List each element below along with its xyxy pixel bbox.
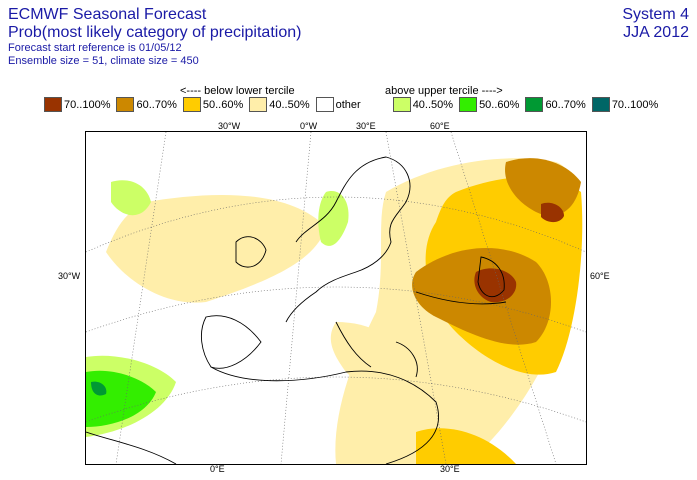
lon-label-30e: 30°E [356,121,376,131]
header-right: System 4 JJA 2012 [622,6,689,42]
above-tercile-note: above upper tercile ----> [385,85,503,97]
map-svg [86,132,586,464]
legend-swatch [591,97,610,112]
legend-item: 40..50% [249,97,310,112]
legend-swatch [116,97,135,112]
legend-label: 60..70% [545,98,586,111]
legend-swatch [315,97,334,112]
lon-label-bottom-30e: 30°E [440,464,460,474]
legend-item: 70..100% [44,97,110,112]
lon-label-bottom-0e: 0°E [210,464,225,474]
legend-item: 50..60% [182,97,244,112]
legend-label: 50..60% [202,98,244,111]
legend-label: 40..50% [412,98,454,111]
map-title: ECMWF Seasonal Forecast [8,6,207,23]
region-above-40-50-scand [318,191,349,246]
legend-swatch [459,97,478,112]
region-below-60-70-north [505,158,581,216]
map-subtitle: Prob(most likely category of precipitati… [8,24,302,41]
header: ECMWF Seasonal Forecast Prob(most likely… [8,6,301,68]
lon-label-0w: 0°W [300,121,318,131]
legend-item: 50..60% [459,97,519,112]
legend-item: 70..100% [591,97,659,112]
legend-swatch [525,97,544,112]
legend-label: 40..50% [269,98,310,111]
region-above-60-70-sw [91,381,107,396]
season-label: JJA 2012 [623,24,689,41]
below-tercile-note: <---- below lower tercile [180,85,295,97]
graticule [86,132,586,464]
region-below-40-50-med [330,322,426,393]
lon-label-60e: 60°E [430,121,450,131]
legend-label: 70..100% [64,98,111,111]
lon-label-30w: 30°W [218,121,241,131]
legend-swatch [392,97,411,112]
legend: 70..100% 60..70% 50..60% 40..50% other 40..50… [44,97,664,112]
legend-item: 60..70% [116,97,177,112]
coastlines [86,156,507,464]
legend-swatch [44,97,62,112]
region-below-70-100-north [541,202,564,223]
legend-item: 40..50% [392,97,454,112]
lat-label-right: 60°E [590,271,610,281]
region-above-50-60-sw [86,370,156,427]
forecast-start: Forecast start reference is 01/05/12 [8,42,182,54]
legend-label: other [335,98,361,111]
lat-label-left: 30°W [58,271,81,281]
legend-label: 50..60% [479,98,520,111]
legend-item: other [315,97,361,112]
map-panel [85,131,587,465]
system-label: System 4 [622,6,689,23]
region-above-40-50 [111,180,151,216]
region-below-40-50-west [106,194,326,303]
legend-label: 60..70% [136,98,177,111]
region-below-50-60-south [416,428,516,464]
ensemble-size: Ensemble size = 51, climate size = 450 [8,55,199,67]
legend-label: 70..100% [611,98,659,111]
legend-swatch [182,97,201,112]
legend-item: 60..70% [525,97,586,112]
legend-swatch [249,97,268,112]
